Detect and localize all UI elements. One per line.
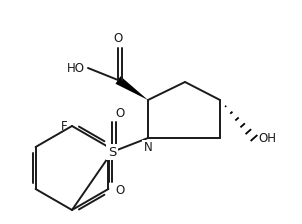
Text: O: O xyxy=(115,107,124,120)
Text: O: O xyxy=(113,32,123,45)
Text: S: S xyxy=(108,146,116,159)
Text: N: N xyxy=(144,141,153,154)
Text: OH: OH xyxy=(258,131,276,144)
Text: HO: HO xyxy=(67,62,85,75)
Text: F: F xyxy=(61,119,68,133)
Polygon shape xyxy=(115,76,148,100)
Text: O: O xyxy=(115,184,124,197)
